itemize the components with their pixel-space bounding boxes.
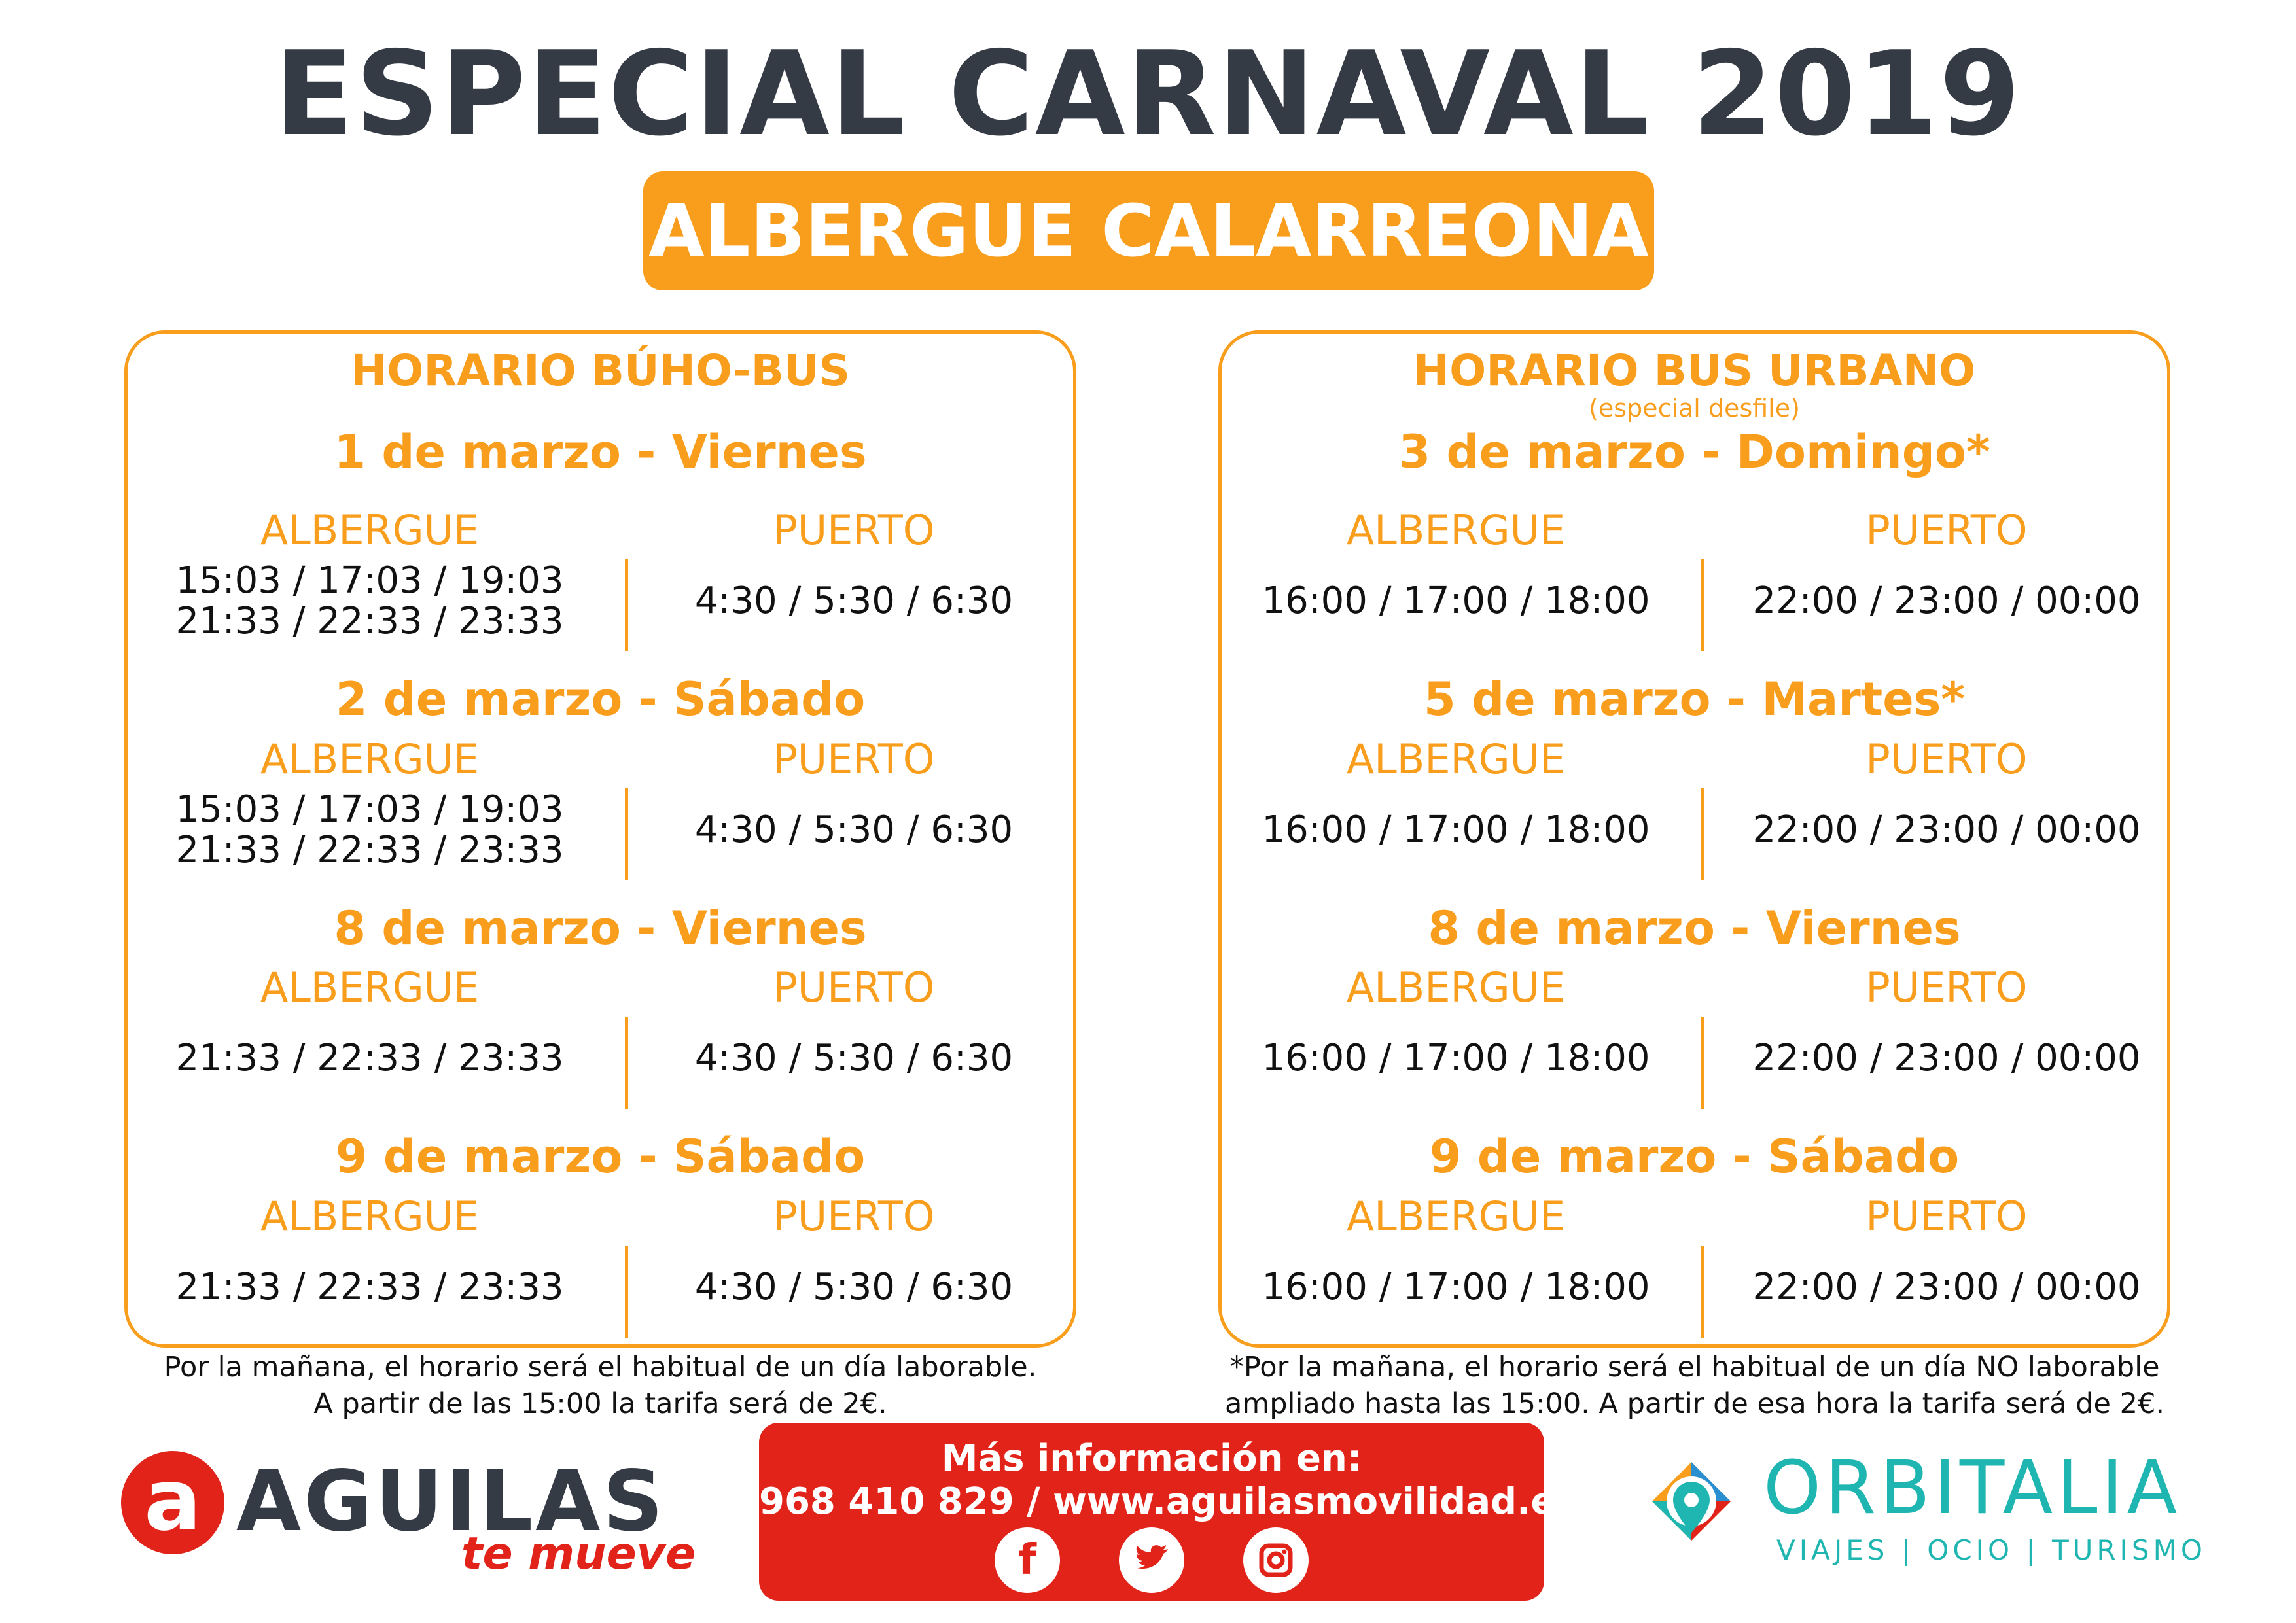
- day-heading: 1 de marzo - Viernes: [334, 425, 867, 479]
- aguilas-logo-tagline: te mueve: [461, 1528, 696, 1580]
- column-divider: [1701, 788, 1704, 880]
- column-divider: [625, 559, 628, 651]
- puerto-column-header: PUERTO: [773, 735, 935, 783]
- albergue-column-header: ALBERGUE: [1346, 506, 1566, 554]
- albergue-column-header: ALBERGUE: [1346, 964, 1566, 1011]
- puerto-times: 4:30 / 5:30 / 6:30: [694, 1037, 1014, 1079]
- albergue-column-header: ALBERGUE: [1346, 1193, 1566, 1240]
- puerto-times: 22:00 / 23:00 / 00:00: [1752, 1037, 2141, 1079]
- albergue-times: 15:03 / 17:03 / 19:03 21:33 / 22:33 / 23…: [175, 559, 564, 642]
- more-info-heading: Más información en:: [941, 1437, 1362, 1480]
- panel-title: HORARIO BÚHO-BUS: [351, 345, 850, 396]
- albergue-times: 16:00 / 17:00 / 18:00: [1262, 580, 1650, 622]
- albergue-column-header: ALBERGUE: [260, 964, 480, 1011]
- buho-bus-schedule-panel: HORARIO BÚHO-BUS 1 de marzo - Viernes AL…: [124, 330, 1076, 1348]
- albergue-column-header: ALBERGUE: [1346, 735, 1566, 783]
- puerto-column-header: PUERTO: [1865, 1193, 2028, 1240]
- column-divider: [625, 788, 628, 880]
- orbitalia-logo: ORBITALIA VIAJES | OCIO | TURISMO: [1639, 1442, 2202, 1586]
- puerto-times: 4:30 / 5:30 / 6:30: [694, 809, 1014, 851]
- puerto-times: 22:00 / 23:00 / 00:00: [1752, 580, 2141, 622]
- puerto-column-header: PUERTO: [1865, 506, 2028, 554]
- day-heading: 2 de marzo - Sábado: [335, 672, 866, 726]
- contact-line[interactable]: 968 410 829 / www.aguilasmovilidad.es: [759, 1480, 1578, 1523]
- albergue-times: 16:00 / 17:00 / 18:00: [1262, 1037, 1650, 1079]
- albergue-times: 21:33 / 22:33 / 23:33: [175, 1037, 564, 1079]
- puerto-column-header: PUERTO: [773, 1193, 935, 1240]
- day-heading: 9 de marzo - Sábado: [335, 1130, 866, 1183]
- location-pin-icon: [1652, 1462, 1731, 1541]
- albergue-column-header: ALBERGUE: [260, 735, 480, 783]
- albergue-column-header: ALBERGUE: [260, 1193, 480, 1240]
- puerto-column-header: PUERTO: [1865, 735, 2028, 783]
- orbitalia-logo-tagline: VIAJES | OCIO | TURISMO: [1776, 1534, 2206, 1566]
- puerto-column-header: PUERTO: [773, 506, 935, 554]
- more-info-box: Más información en: 968 410 829 / www.ag…: [759, 1423, 1578, 1601]
- albergue-times: 16:00 / 17:00 / 18:00: [1262, 1266, 1650, 1308]
- puerto-times: 4:30 / 5:30 / 6:30: [694, 580, 1014, 622]
- twitter-icon[interactable]: [1119, 1527, 1184, 1593]
- column-divider: [1701, 1246, 1704, 1338]
- aguilas-logo: a AGUILAS te mueve: [121, 1451, 696, 1580]
- right-footnote: *Por la mañana, el horario será el habit…: [1225, 1351, 2164, 1420]
- day-heading: 8 de marzo - Viernes: [334, 901, 867, 955]
- bus-urbano-schedule-panel: HORARIO BUS URBANO (especial desfile) 3 …: [1218, 330, 2170, 1348]
- albergue-column-header: ALBERGUE: [260, 506, 480, 554]
- puerto-column-header: PUERTO: [773, 964, 935, 1011]
- puerto-times: 22:00 / 23:00 / 00:00: [1752, 1266, 2141, 1308]
- puerto-times: 22:00 / 23:00 / 00:00: [1752, 809, 2141, 851]
- left-footnote: Por la mañana, el horario será el habitu…: [164, 1351, 1037, 1420]
- puerto-times: 4:30 / 5:30 / 6:30: [694, 1266, 1014, 1308]
- day-heading: 9 de marzo - Sábado: [1429, 1130, 1960, 1183]
- day-heading: 8 de marzo - Viernes: [1428, 901, 1961, 955]
- page-title: ESPECIAL CARNAVAL 2019: [274, 26, 2022, 162]
- day-heading: 3 de marzo - Domingo*: [1398, 425, 1990, 479]
- column-divider: [625, 1017, 628, 1109]
- albergue-times: 21:33 / 22:33 / 23:33: [175, 1266, 564, 1308]
- day-heading: 5 de marzo - Martes*: [1424, 672, 1965, 726]
- panel-title: HORARIO BUS URBANO: [1413, 345, 1976, 396]
- aguilas-logo-mark: a: [121, 1451, 224, 1554]
- column-divider: [1701, 559, 1704, 651]
- column-divider: [625, 1246, 628, 1338]
- aguilas-logo-word: AGUILAS: [236, 1453, 666, 1550]
- albergue-times: 15:03 / 17:03 / 19:03 21:33 / 22:33 / 23…: [175, 788, 564, 871]
- subtitle-banner: ALBERGUE CALARREONA: [643, 171, 1654, 290]
- facebook-icon[interactable]: f: [995, 1527, 1060, 1593]
- puerto-column-header: PUERTO: [1865, 964, 2028, 1011]
- albergue-times: 16:00 / 17:00 / 18:00: [1262, 809, 1650, 851]
- instagram-icon[interactable]: [1243, 1527, 1309, 1593]
- orbitalia-logo-word: ORBITALIA: [1763, 1446, 2181, 1531]
- panel-note: (especial desfile): [1589, 394, 1800, 423]
- column-divider: [1701, 1017, 1704, 1109]
